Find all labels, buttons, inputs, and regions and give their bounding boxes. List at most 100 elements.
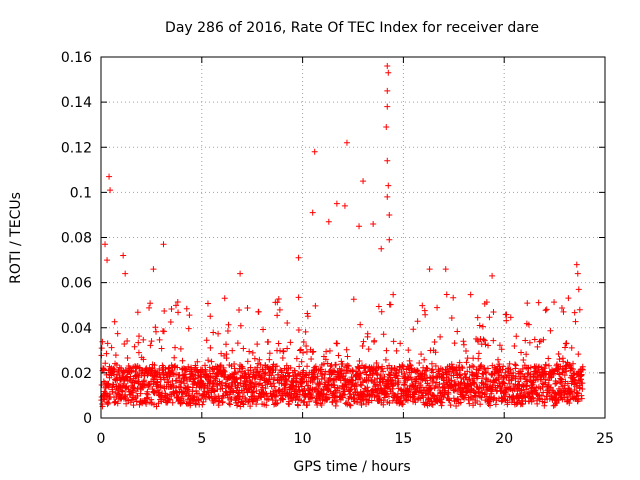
data-point [315, 385, 322, 392]
data-point [536, 338, 543, 345]
data-point [478, 394, 485, 401]
data-point [308, 356, 315, 363]
data-point [301, 385, 308, 392]
data-point [255, 308, 262, 315]
data-point [99, 338, 106, 345]
data-point [130, 384, 137, 391]
data-point [202, 395, 209, 402]
x-tick-label: 25 [596, 431, 614, 447]
data-point [438, 402, 445, 409]
data-point [423, 365, 430, 372]
data-point [131, 343, 138, 350]
data-point [356, 374, 363, 381]
data-point [561, 372, 568, 379]
data-point [533, 384, 540, 391]
data-point [165, 365, 172, 372]
data-point [227, 401, 234, 408]
data-point [464, 355, 471, 362]
data-point [358, 382, 365, 389]
data-point [541, 365, 548, 372]
data-point [474, 398, 481, 405]
data-point [386, 399, 393, 406]
data-point [444, 371, 451, 378]
data-point [374, 382, 381, 389]
data-point [523, 386, 530, 393]
data-point [313, 399, 320, 406]
x-tick-label: 10 [294, 431, 312, 447]
data-point [104, 401, 111, 408]
data-point [240, 400, 247, 407]
data-point [262, 371, 269, 378]
data-point [259, 384, 266, 391]
data-point [113, 361, 120, 368]
data-point [570, 360, 577, 367]
data-point [211, 388, 218, 395]
data-point [246, 348, 253, 355]
data-point [120, 380, 127, 387]
data-point [304, 402, 311, 409]
data-point [211, 387, 218, 394]
data-point [475, 350, 482, 357]
data-point [428, 401, 435, 408]
data-point [484, 365, 491, 372]
data-point-notable [385, 69, 392, 76]
data-point [310, 348, 317, 355]
data-point [502, 369, 509, 376]
data-point [357, 375, 364, 382]
data-point [537, 338, 544, 345]
data-point-notable [341, 202, 348, 209]
data-point [399, 362, 406, 369]
data-point [566, 400, 573, 407]
data-point [489, 385, 496, 392]
data-point-notable [574, 270, 581, 277]
data-point [422, 311, 429, 318]
data-point [545, 362, 552, 369]
data-point [495, 376, 502, 383]
data-point [332, 402, 339, 409]
data-point [500, 363, 507, 370]
y-tick-label: 0.08 [61, 231, 92, 247]
data-point [348, 374, 355, 381]
data-point [345, 363, 352, 370]
data-point [485, 342, 492, 349]
data-point [234, 340, 241, 347]
data-point [543, 393, 550, 400]
data-point-notable [122, 270, 129, 277]
data-point [414, 318, 421, 325]
data-point [390, 338, 397, 345]
data-point [332, 361, 339, 368]
data-point [226, 400, 233, 407]
data-point [385, 393, 392, 400]
data-point [579, 386, 586, 393]
data-point [545, 383, 552, 390]
data-point [304, 310, 311, 317]
data-point [219, 379, 226, 386]
data-point [100, 366, 107, 373]
data-point [380, 397, 387, 404]
data-point [579, 380, 586, 387]
data-point [439, 399, 446, 406]
data-point [238, 368, 245, 375]
data-point [359, 342, 366, 349]
data-point [239, 363, 246, 370]
data-point [273, 363, 280, 370]
data-point [221, 295, 228, 302]
data-point [172, 378, 179, 385]
data-point [219, 385, 226, 392]
data-point [389, 377, 396, 384]
data-point-notable [386, 236, 393, 243]
data-point [147, 342, 154, 349]
data-point [360, 397, 367, 404]
data-point [553, 398, 560, 405]
x-tick-label: 15 [394, 431, 412, 447]
data-point [151, 362, 158, 369]
data-point [105, 399, 112, 406]
data-point [268, 372, 275, 379]
data-point [183, 374, 190, 381]
data-point [320, 390, 327, 397]
data-point [403, 396, 410, 403]
data-point [119, 388, 126, 395]
data-point [234, 402, 241, 409]
data-point [168, 393, 175, 400]
